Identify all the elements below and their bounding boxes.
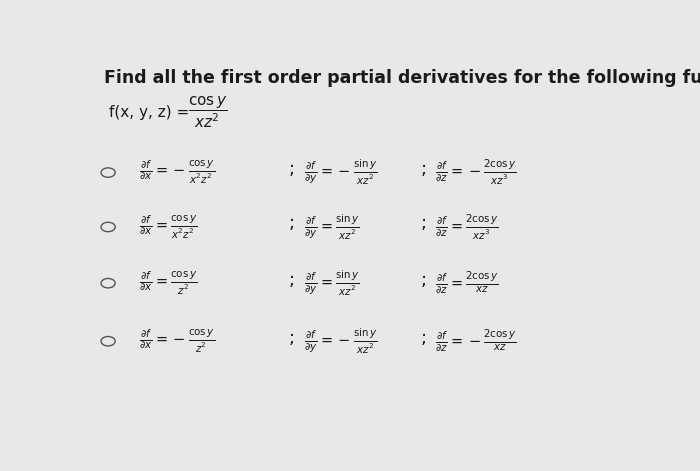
Text: $\frac{\partial f}{\partial y} = \frac{\sin y}{xz^{2}}$: $\frac{\partial f}{\partial y} = \frac{\… bbox=[304, 212, 360, 242]
Text: $\frac{\partial f}{\partial y} = \frac{\sin y}{xz^{2}}$: $\frac{\partial f}{\partial y} = \frac{\… bbox=[304, 268, 360, 298]
Text: $\frac{\partial f}{\partial z} = \frac{2\cos y}{xz}$: $\frac{\partial f}{\partial z} = \frac{2… bbox=[435, 270, 498, 296]
Text: Find all the first order partial derivatives for the following function.: Find all the first order partial derivat… bbox=[104, 69, 700, 87]
Text: $\frac{\partial f}{\partial x} = -\frac{\cos y}{z^{2}}$: $\frac{\partial f}{\partial x} = -\frac{… bbox=[139, 328, 215, 355]
Text: $;$: $;$ bbox=[419, 329, 426, 347]
Text: $\frac{\partial f}{\partial z} = -\frac{2\cos y}{xz^{3}}$: $\frac{\partial f}{\partial z} = -\frac{… bbox=[435, 158, 517, 187]
Text: $;$: $;$ bbox=[288, 160, 294, 178]
Text: $;$: $;$ bbox=[288, 329, 294, 347]
Text: $\frac{\partial f}{\partial y} = -\frac{\sin y}{xz^{2}}$: $\frac{\partial f}{\partial y} = -\frac{… bbox=[304, 326, 378, 356]
Text: $\frac{\partial f}{\partial z} = -\frac{2\cos y}{xz}$: $\frac{\partial f}{\partial z} = -\frac{… bbox=[435, 328, 517, 354]
Text: $;$: $;$ bbox=[288, 270, 294, 289]
Text: $\frac{\partial f}{\partial y} = -\frac{\sin y}{xz^{2}}$: $\frac{\partial f}{\partial y} = -\frac{… bbox=[304, 158, 378, 187]
Text: $\frac{\partial f}{\partial z} = \frac{2\cos y}{xz^{3}}$: $\frac{\partial f}{\partial z} = \frac{2… bbox=[435, 212, 498, 242]
Text: $\dfrac{\cos y}{xz^{2}}$: $\dfrac{\cos y}{xz^{2}}$ bbox=[188, 95, 228, 130]
Text: $;$: $;$ bbox=[419, 160, 426, 178]
Text: $;$: $;$ bbox=[419, 214, 426, 232]
Text: $\frac{\partial f}{\partial x} = -\frac{\cos y}{x^{2}z^{2}}$: $\frac{\partial f}{\partial x} = -\frac{… bbox=[139, 159, 215, 186]
Text: $;$: $;$ bbox=[288, 214, 294, 232]
Text: $\frac{\partial f}{\partial x} = \frac{\cos y}{x^{2}z^{2}}$: $\frac{\partial f}{\partial x} = \frac{\… bbox=[139, 213, 197, 241]
Text: $;$: $;$ bbox=[419, 270, 426, 289]
Text: $\frac{\partial f}{\partial x} = \frac{\cos y}{z^{2}}$: $\frac{\partial f}{\partial x} = \frac{\… bbox=[139, 269, 197, 297]
Text: f(x, y, z) =: f(x, y, z) = bbox=[109, 105, 190, 120]
